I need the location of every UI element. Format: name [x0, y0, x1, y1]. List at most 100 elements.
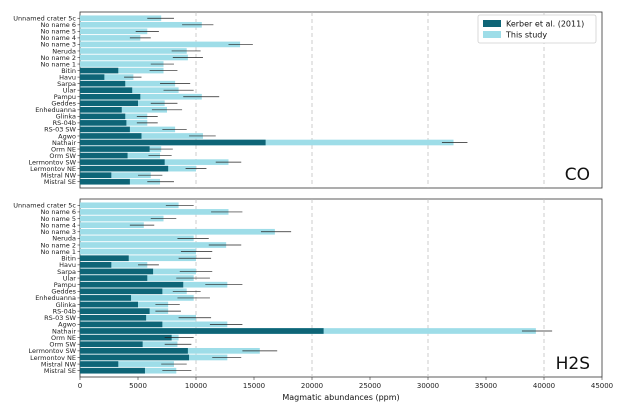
category-label: No name 5 — [40, 215, 76, 223]
category-label: Pampu — [54, 93, 76, 101]
category-label: Agwo — [58, 321, 76, 329]
category-label: No name 6 — [40, 208, 76, 216]
category-label: Geddes — [51, 100, 76, 108]
bar-this-study — [80, 139, 454, 146]
bar-this-study — [80, 215, 164, 222]
bar-this-study — [80, 235, 194, 242]
category-label: No name 2 — [40, 241, 76, 249]
bar-kerber — [80, 308, 150, 314]
bar-this-study — [80, 255, 196, 262]
legend-entry: This study — [505, 31, 547, 40]
bar-this-study — [80, 48, 187, 54]
category-label: No name 4 — [40, 221, 76, 229]
category-label: Nathair — [52, 139, 76, 147]
bar-this-study — [80, 361, 174, 367]
bar-kerber — [80, 321, 163, 328]
panel-label: CO — [565, 165, 590, 185]
category-label: No name 6 — [40, 21, 76, 29]
bar-kerber — [80, 268, 154, 275]
category-label: Mistral SE — [44, 178, 76, 186]
x-tick-label: 25000 — [359, 382, 381, 390]
legend-entry: Kerber et al. (2011) — [506, 20, 584, 29]
x-tick-label: 0 — [78, 382, 82, 390]
bar-this-study — [80, 262, 148, 268]
category-label: Sarpa — [57, 80, 76, 88]
category-label: RS-03 SW — [44, 314, 76, 322]
bar-kerber — [80, 348, 188, 354]
bar-kerber — [80, 126, 130, 133]
x-tick-label: 40000 — [533, 382, 555, 390]
bar-this-study — [80, 295, 194, 301]
bar-kerber — [80, 288, 163, 295]
category-label: No name 3 — [40, 228, 76, 236]
category-label: Ular — [63, 274, 77, 282]
bar-kerber — [80, 334, 172, 341]
bar-kerber — [80, 74, 105, 80]
category-label: Lermontov SW — [29, 347, 77, 355]
legend-swatch — [483, 31, 501, 38]
category-label: Nathair — [52, 327, 76, 335]
x-tick-label: 20000 — [301, 382, 323, 390]
category-label: Orm SW — [49, 341, 76, 349]
category-label: No name 2 — [40, 54, 76, 62]
bar-this-study — [80, 222, 144, 228]
category-label: Pampu — [54, 281, 76, 289]
bar-kerber — [80, 301, 138, 308]
bar-kerber — [80, 87, 133, 94]
category-label: Mistral NW — [41, 360, 77, 368]
legend: Kerber et al. (2011) This study — [477, 14, 597, 44]
bar-kerber — [80, 281, 184, 288]
category-label: Lermontov SW — [29, 158, 77, 166]
x-axis-label: Magmatic abundances (ppm) — [282, 393, 399, 402]
category-label: Glinka — [56, 113, 76, 121]
bar-this-study — [80, 41, 241, 48]
bar-kerber — [80, 172, 112, 179]
category-label: Agwo — [58, 132, 76, 140]
category-label: Orm NE — [51, 145, 76, 153]
bar-this-study — [80, 28, 148, 35]
bar-kerber — [80, 152, 128, 159]
bar-kerber — [80, 361, 119, 367]
bar-kerber — [80, 262, 112, 268]
category-label: Enheduanna — [35, 106, 76, 114]
category-label: Mistral NW — [41, 171, 77, 179]
category-label: Havu — [59, 261, 76, 269]
category-label: Orm SW — [49, 152, 76, 160]
x-tick-label: 15000 — [243, 382, 265, 390]
panel-frame — [79, 198, 603, 378]
bar-kerber — [80, 67, 119, 74]
bar-kerber — [80, 139, 266, 146]
bar-this-study — [80, 74, 134, 80]
category-label: Lermontov NE — [30, 165, 76, 173]
bar-kerber — [80, 100, 138, 107]
panel-label: H2S — [556, 354, 590, 374]
bar-kerber — [80, 120, 127, 126]
bar-kerber — [80, 133, 142, 139]
category-label: Enheduanna — [35, 294, 76, 302]
bar-this-study — [80, 228, 275, 235]
bar-this-study — [80, 93, 202, 100]
category-label: No name 5 — [40, 28, 76, 36]
x-axis: 0 5000 10000 15000 20000 25000 30000 35000 40000… — [78, 377, 613, 390]
category-label: RS-03 SW — [44, 126, 76, 134]
bar-kerber — [80, 106, 122, 113]
bar-this-study — [80, 242, 227, 248]
bar-kerber — [80, 159, 165, 165]
bar-this-study — [80, 54, 188, 61]
category-label: Sarpa — [57, 268, 76, 276]
bar-this-study — [80, 15, 162, 22]
category-label: Neruda — [52, 235, 76, 243]
category-label: Glinka — [56, 301, 76, 309]
bar-this-study — [80, 106, 167, 113]
bar-kerber — [80, 295, 132, 301]
legend-swatch — [483, 20, 501, 27]
bar-this-study — [80, 80, 176, 87]
category-label: No name 4 — [40, 34, 76, 42]
bar-kerber — [80, 165, 169, 172]
category-label: Unnamed crater 5c — [13, 202, 76, 210]
bar-this-study — [80, 172, 151, 179]
category-label: Ular — [63, 86, 77, 94]
